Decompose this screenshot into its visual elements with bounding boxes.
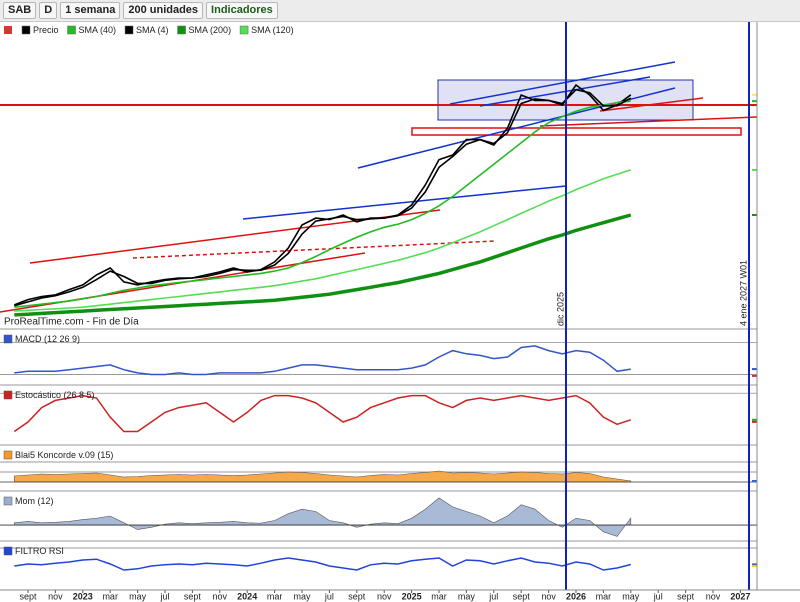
series-area xyxy=(14,470,632,483)
x-tick-label: nov xyxy=(48,591,63,601)
series-line xyxy=(14,169,632,312)
x-tick-label: sept xyxy=(184,591,202,601)
x-tick-label: sept xyxy=(677,591,695,601)
trend-line xyxy=(449,61,676,105)
series-line xyxy=(14,345,631,376)
panel-title: Mom (12) xyxy=(15,496,54,506)
x-tick-label: sept xyxy=(348,591,366,601)
x-tick-label: jul xyxy=(324,591,334,601)
x-tick-label: may xyxy=(293,591,311,601)
panel-icon xyxy=(3,334,13,344)
x-tick-label: jul xyxy=(159,591,169,601)
watermark: ProRealTime.com - Fin de Día xyxy=(4,317,139,328)
units-select[interactable]: 200 unidades xyxy=(123,2,204,19)
legend-swatch xyxy=(124,25,134,35)
legend-label: Precio xyxy=(33,25,59,35)
x-tick-label: 2025 xyxy=(402,591,422,601)
x-tick-label: nov xyxy=(377,591,392,601)
x-tick-label: mar xyxy=(431,591,447,601)
series-line xyxy=(14,83,632,306)
x-tick-label: 2027 xyxy=(730,591,750,601)
x-tick-label: may xyxy=(458,591,476,601)
series-line xyxy=(14,213,632,317)
trend-line xyxy=(599,97,704,112)
legend-label: SMA (4) xyxy=(136,25,169,35)
x-tick-label: 2024 xyxy=(237,591,257,601)
legend-label: SMA (120) xyxy=(251,25,294,35)
series-area xyxy=(14,497,632,537)
panel-icon xyxy=(3,450,13,460)
trend-line xyxy=(132,240,496,259)
legend-swatch xyxy=(177,25,186,35)
panel-icon xyxy=(3,390,13,400)
date-line-label: 4 ene 2027 W01 xyxy=(738,260,748,326)
indicators-button[interactable]: Indicadores xyxy=(206,2,278,19)
series-line xyxy=(13,394,632,433)
legend-label: SMA (40) xyxy=(79,25,117,35)
panel-title: FILTRO RSI xyxy=(15,546,64,556)
trend-line xyxy=(242,185,567,220)
legend-swatch xyxy=(239,25,249,35)
series-line xyxy=(14,557,631,571)
x-tick-label: may xyxy=(622,591,640,601)
trend-line xyxy=(539,116,758,127)
x-tick-label: sept xyxy=(513,591,531,601)
x-tick-label: 2026 xyxy=(566,591,586,601)
x-tick-label: nov xyxy=(706,591,721,601)
mode-button[interactable]: D xyxy=(39,2,58,19)
x-tick-label: jul xyxy=(488,591,498,601)
panel-title: Estocástico (26 8 5) xyxy=(15,390,95,400)
panel-title: MACD (12 26 9) xyxy=(15,334,80,344)
axis-bg xyxy=(757,22,800,602)
legend-icon xyxy=(4,26,12,34)
panel-icon xyxy=(3,496,13,506)
x-tick-label: jul xyxy=(653,591,663,601)
x-tick-label: may xyxy=(129,591,147,601)
legend-swatch xyxy=(21,25,31,35)
x-tick-label: mar xyxy=(267,591,283,601)
x-tick-label: mar xyxy=(596,591,612,601)
x-tick-label: mar xyxy=(102,591,118,601)
series-line xyxy=(14,88,632,307)
x-tick-label: sept xyxy=(19,591,37,601)
toolbar: SAB D 1 semana 200 unidades Indicadores xyxy=(0,0,800,22)
period-select[interactable]: 1 semana xyxy=(60,2,121,19)
legend-label: SMA (200) xyxy=(189,25,232,35)
date-line-label: dic 2025 xyxy=(555,292,565,326)
series-line xyxy=(14,100,631,308)
support-box xyxy=(411,127,742,136)
panel-title: Blai5 Koncorde v.09 (15) xyxy=(15,450,113,460)
legend-swatch xyxy=(67,25,76,35)
symbol-field[interactable]: SAB xyxy=(3,2,37,19)
x-tick-label: nov xyxy=(213,591,228,601)
panel-icon xyxy=(3,546,13,556)
x-tick-label: nov xyxy=(541,591,556,601)
x-tick-label: 2023 xyxy=(73,591,93,601)
